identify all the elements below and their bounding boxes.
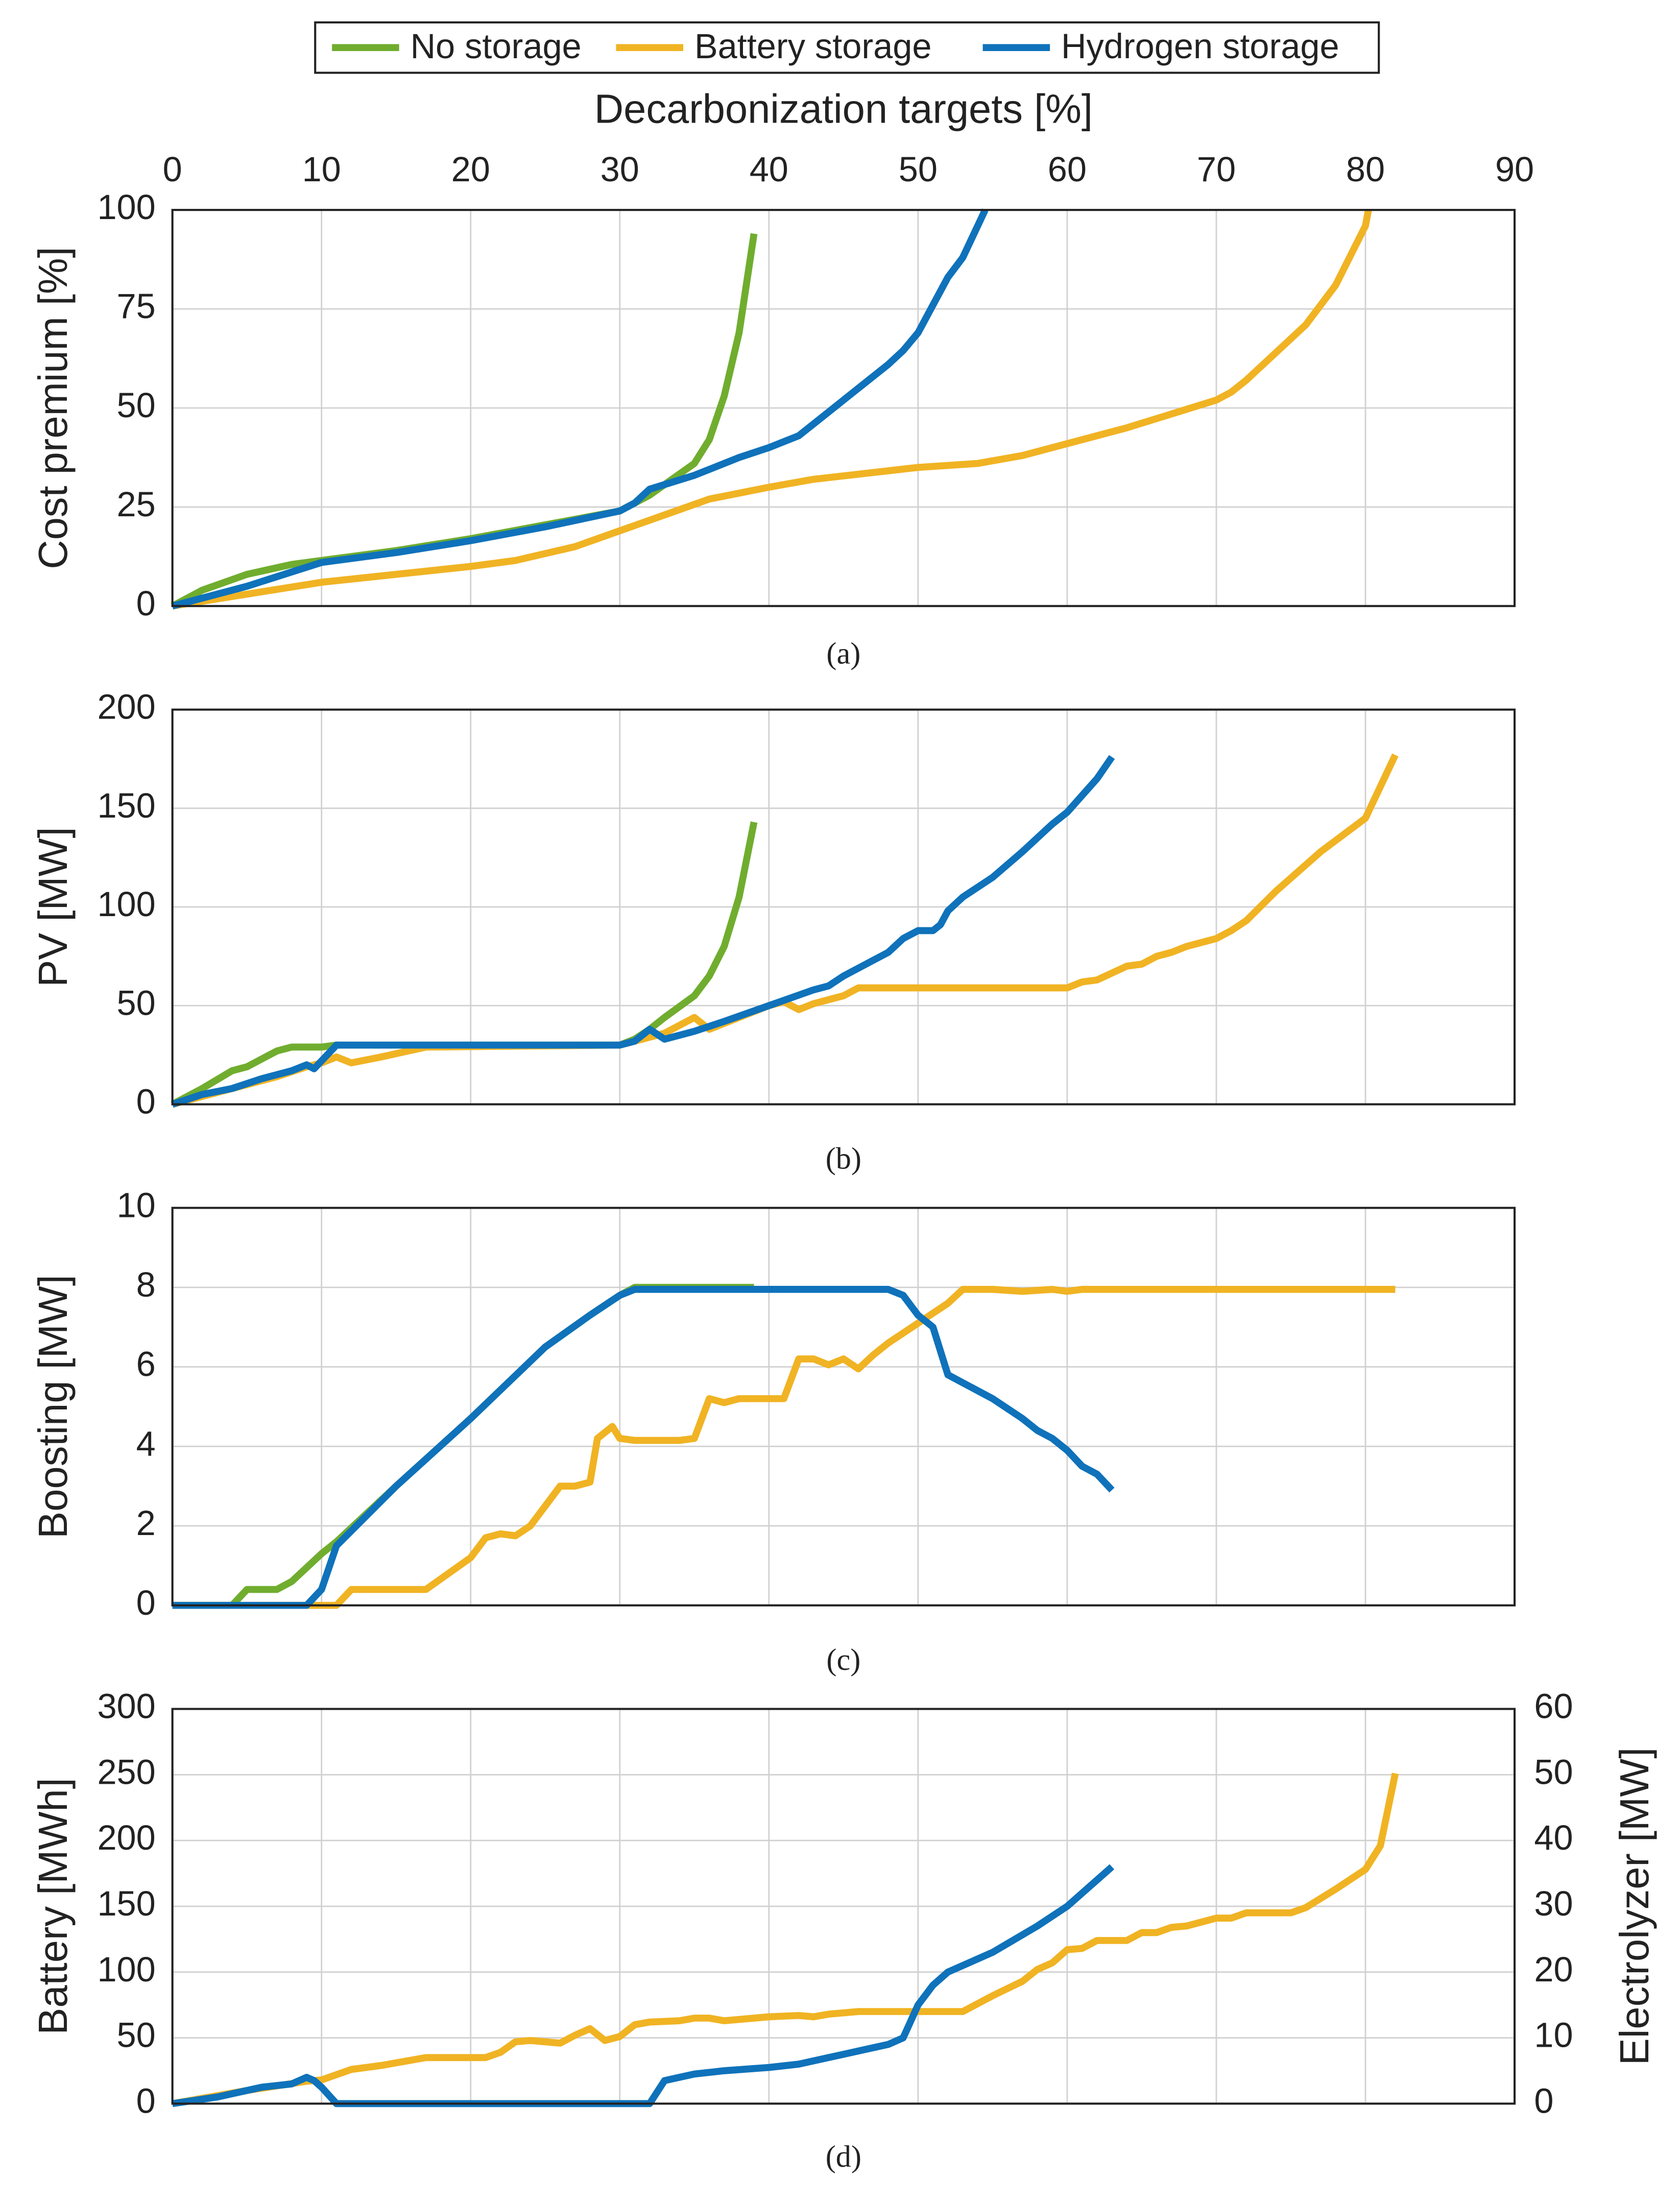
x-tick-label: 70 (1197, 150, 1236, 189)
y-tick-label: 100 (97, 187, 155, 227)
y2-axis-label: Electrolyzer [MW] (1612, 1747, 1657, 2066)
y-tick-label: 0 (136, 2081, 156, 2120)
series-line (171, 208, 989, 610)
series-line (171, 753, 1399, 1108)
series-line (172, 1286, 1396, 1609)
y-tick-label: 250 (97, 1752, 155, 1791)
y-axis-label: Cost premium [%] (30, 247, 76, 569)
x-tick-label: 0 (163, 150, 182, 189)
series-line (171, 755, 1115, 1108)
y-tick-label: 2 (136, 1503, 156, 1543)
x-tick-label: 60 (1048, 150, 1087, 189)
y-axis-label: Battery [MWh] (30, 1778, 76, 2034)
y-tick-label: 100 (97, 884, 155, 924)
y-tick-label: 0 (136, 1082, 156, 1121)
caption: (b) (826, 1142, 861, 1176)
series-line (172, 1773, 1399, 2108)
y-tick-label: 75 (117, 286, 156, 326)
plot-frame (171, 708, 1516, 1106)
y2-tick-label: 0 (1534, 2081, 1553, 2120)
y-tick-label: 0 (136, 584, 156, 623)
legend-label: No storage (411, 27, 582, 66)
y2-tick-label: 40 (1534, 1818, 1573, 1857)
series-line (171, 821, 758, 1108)
plot-frame (171, 1207, 1516, 1607)
x-tick-label: 20 (451, 150, 490, 189)
y-tick-label: 50 (117, 2016, 156, 2055)
y-tick-label: 150 (97, 1884, 155, 1923)
x-axis-label: Decarbonization targets [%] (594, 86, 1093, 131)
plot-frame (171, 1708, 1516, 2105)
x-tick-label: 30 (601, 150, 639, 189)
series-line (172, 1286, 1115, 1609)
y-tick-label: 200 (97, 687, 155, 727)
y-tick-label: 25 (117, 485, 156, 524)
y-axis-label: Boosting [MW] (30, 1275, 76, 1539)
y-tick-label: 50 (117, 386, 156, 425)
y-tick-label: 200 (97, 1818, 155, 1857)
series-line (172, 209, 1372, 610)
x-tick-label: 50 (899, 150, 938, 189)
y-tick-label: 4 (136, 1424, 156, 1463)
y-tick-label: 10 (117, 1185, 156, 1225)
y-tick-label: 0 (136, 1583, 156, 1622)
x-tick-label: 10 (302, 150, 341, 189)
legend-box (314, 21, 1380, 74)
y2-tick-label: 50 (1534, 1752, 1573, 1791)
series-line (172, 1864, 1115, 2108)
y2-tick-label: 10 (1534, 2016, 1573, 2055)
legend-label: Battery storage (694, 27, 932, 66)
y-axis-label: PV [MW] (30, 827, 76, 987)
plot-frame (171, 209, 1516, 607)
x-tick-label: 80 (1346, 150, 1385, 189)
caption: (d) (826, 2140, 861, 2174)
y-tick-label: 8 (136, 1265, 156, 1304)
x-tick-label: 90 (1495, 150, 1534, 189)
y-tick-label: 100 (97, 1950, 155, 1989)
y-tick-label: 300 (97, 1687, 155, 1726)
x-tick-label: 40 (750, 150, 788, 189)
legend-label: Hydrogen storage (1061, 27, 1339, 66)
series-line (171, 233, 758, 609)
y2-tick-label: 60 (1534, 1687, 1573, 1726)
y-tick-label: 50 (117, 983, 156, 1022)
y2-tick-label: 30 (1534, 1884, 1573, 1923)
y-tick-label: 150 (97, 786, 155, 825)
y2-tick-label: 20 (1534, 1950, 1573, 1989)
y-tick-label: 6 (136, 1345, 156, 1384)
caption: (a) (826, 636, 860, 671)
caption: (c) (826, 1643, 860, 1677)
